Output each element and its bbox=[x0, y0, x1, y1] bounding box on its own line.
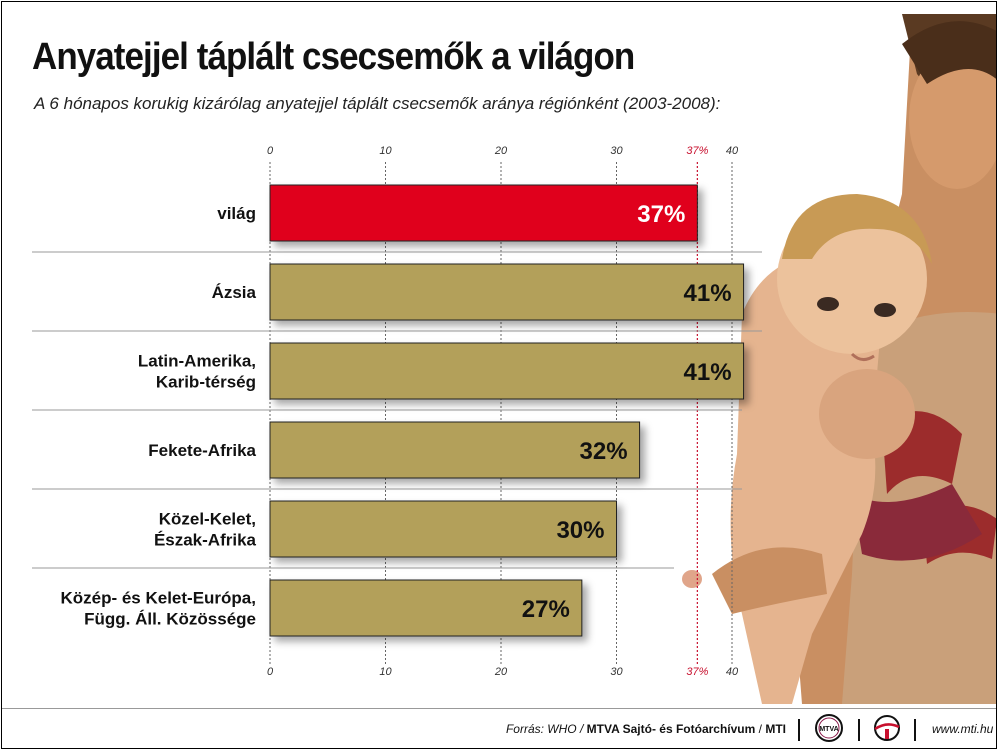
category-label: Közel-Kelet, bbox=[159, 510, 256, 529]
category-label: Latin-Amerika, bbox=[138, 352, 256, 371]
footer: Forrás: WHO / MTVA Sajtó- és Fotóarchívu… bbox=[2, 708, 996, 748]
category-label: világ bbox=[217, 204, 256, 223]
reference-label-bottom: 37% bbox=[686, 666, 708, 678]
category-label: Karib-térség bbox=[156, 373, 256, 392]
tick-label-bottom: 40 bbox=[726, 666, 739, 678]
tick-label-bottom: 10 bbox=[379, 666, 392, 678]
category-label: Közép- és Kelet-Európa, bbox=[60, 589, 256, 608]
footer-divider bbox=[798, 719, 800, 741]
source-prefix: Forrás: WHO / bbox=[505, 722, 587, 736]
mtva-logo: MTVA bbox=[815, 714, 843, 742]
reference-label-top: 37% bbox=[686, 145, 708, 157]
tick-label-top: 0 bbox=[267, 145, 274, 157]
mother-baby-photo bbox=[682, 14, 996, 704]
tick-label-top: 10 bbox=[379, 145, 392, 157]
tick-label-bottom: 0 bbox=[267, 666, 274, 678]
source-archive: MTVA Sajtó- és Fotóarchívum bbox=[586, 722, 756, 736]
bar bbox=[269, 421, 641, 479]
value-label: 30% bbox=[556, 517, 604, 544]
source-mti: MTI bbox=[765, 722, 786, 736]
mti-logo bbox=[874, 715, 900, 741]
source-separator: / bbox=[755, 722, 766, 736]
value-label: 41% bbox=[684, 280, 732, 307]
value-label: 27% bbox=[522, 596, 570, 623]
chart-title: Anyatejjel táplált csecsemők a világon bbox=[32, 36, 635, 78]
tick-label-bottom: 30 bbox=[610, 666, 623, 678]
bar bbox=[269, 184, 698, 242]
bar bbox=[269, 500, 617, 558]
bar-chart: 0 0 10 10 20 20 30 30 40 40 37% 37% 37% világ 41% Ázsia… bbox=[32, 145, 762, 678]
mtva-logo-text: MTVA bbox=[819, 726, 838, 733]
tick-label-bottom: 20 bbox=[494, 666, 508, 678]
category-label: Ázsia bbox=[212, 283, 257, 302]
category-label: Fekete-Afrika bbox=[148, 441, 256, 460]
value-label: 37% bbox=[637, 201, 685, 228]
tick-label-top: 30 bbox=[610, 145, 623, 157]
website-link[interactable]: www.mti.hu bbox=[932, 722, 994, 736]
bar bbox=[269, 342, 745, 400]
footer-divider bbox=[858, 719, 860, 741]
chart-subtitle: A 6 hónapos korukig kizárólag anyatejjel… bbox=[34, 94, 721, 113]
value-label: 41% bbox=[684, 359, 732, 386]
category-label: Függ. Áll. Közössége bbox=[84, 610, 256, 629]
tick-label-top: 40 bbox=[726, 145, 739, 157]
category-label: Észak-Afrika bbox=[154, 531, 257, 550]
bar bbox=[269, 263, 745, 321]
tick-label-top: 20 bbox=[494, 145, 508, 157]
bar bbox=[269, 579, 583, 637]
value-label: 32% bbox=[580, 438, 628, 465]
footer-divider bbox=[914, 719, 916, 741]
source-credit: Forrás: WHO / MTVA Sajtó- és Fotóarchívu… bbox=[506, 722, 786, 736]
